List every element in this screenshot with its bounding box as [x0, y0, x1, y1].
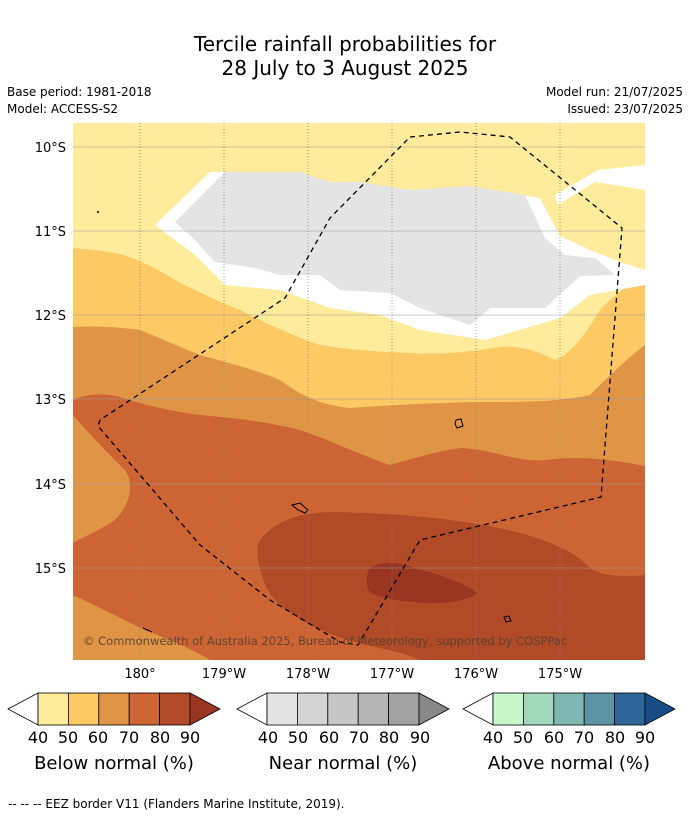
lon-label: 176°W: [454, 667, 498, 680]
lat-label: 10°S: [35, 141, 66, 156]
colorbar-segment: [583, 692, 616, 726]
colorbar-tick: 60: [318, 728, 340, 747]
colorbar-tick: 50: [57, 728, 79, 747]
island-outline: [142, 627, 153, 633]
below-normal-colorbar: [7, 692, 221, 726]
latitude-lines: [73, 146, 645, 569]
colorbar-tick: 90: [409, 728, 431, 747]
probability-fill-layer: [73, 123, 645, 660]
eez-border: [97, 131, 623, 646]
colorbar-tick: 90: [179, 728, 201, 747]
model-run-label: Model run: 21/07/2025: [545, 85, 683, 99]
colorbar-tick: 90: [634, 728, 656, 747]
colorbar-segment: [327, 692, 359, 726]
colorbar-segment: [523, 692, 555, 726]
below-90-region: [366, 562, 478, 604]
colorbar-tick: 80: [149, 728, 171, 747]
map-title-line2: 28 July to 3 August 2025: [221, 56, 469, 80]
colorbar-tick: 40: [27, 728, 49, 747]
colorbar-segment: [553, 692, 585, 726]
graticule: [139, 123, 561, 660]
copyright-text: © Commonwealth of Australia 2025, Bureau…: [83, 634, 567, 648]
colorbar-tick: 80: [378, 728, 400, 747]
colorbar-tick: 60: [87, 728, 109, 747]
model-label: Model: ACCESS-S2: [7, 102, 119, 116]
colorbar-segment: [388, 692, 420, 726]
colorbar-tick: 70: [348, 728, 370, 747]
lat-label: 12°S: [35, 309, 66, 324]
colorbar-tick: 70: [118, 728, 140, 747]
near-normal-40-region: [175, 172, 615, 325]
above-normal-colorbar: [462, 692, 676, 726]
colorbar-segment: [68, 692, 100, 726]
above-normal-title: Above normal (%): [487, 753, 651, 774]
colorbar-group: [7, 692, 676, 726]
issued-label: Issued: 23/07/2025: [567, 102, 683, 116]
near-normal-title: Near normal (%): [268, 753, 418, 774]
island-dot: [97, 211, 99, 213]
colorbar-under-arrow: [7, 692, 39, 726]
lon-label: 178°W: [286, 667, 330, 680]
colorbar-under-arrow: [462, 692, 494, 726]
colorbar-segment: [296, 692, 329, 726]
island-outline: [290, 502, 309, 514]
colorbar-segment: [98, 692, 130, 726]
island-outline: [454, 418, 464, 429]
colorbar-under-arrow: [236, 692, 268, 726]
island-outline: [503, 615, 512, 623]
lon-label: 177°W: [370, 667, 414, 680]
colorbar-segment: [492, 692, 524, 726]
colorbar-tick: 40: [257, 728, 279, 747]
eez-footnote: -- -- -- EEZ border V11 (Flanders Marine…: [8, 797, 345, 811]
lat-label: 13°S: [35, 393, 66, 408]
below-60-region-southwest: [73, 595, 210, 660]
no-dominant-category-band-east: [555, 165, 645, 205]
lon-label: 175°W: [538, 667, 582, 680]
lat-label: 15°S: [35, 562, 66, 577]
colorbar-segment: [357, 692, 390, 726]
colorbar-segment: [614, 692, 646, 726]
lat-label: 14°S: [35, 478, 66, 493]
colorbar-segment: [128, 692, 160, 726]
below-normal-ticks: 40 50 60 70 80 90 40 50 60 70 80 90 40 5…: [0, 728, 690, 748]
lon-label: 179°W: [202, 667, 246, 680]
below-normal-title: Below normal (%): [34, 753, 194, 774]
colorbar-tick: 60: [543, 728, 565, 747]
colorbar-segment: [266, 692, 298, 726]
colorbar-over-arrow: [189, 692, 221, 726]
map-title-line1: Tercile rainfall probabilities for: [193, 32, 497, 56]
colorbar-over-arrow: [418, 692, 450, 726]
colorbar-tick: 40: [482, 728, 504, 747]
colorbar-segment: [37, 692, 69, 726]
near-normal-colorbar: [236, 692, 450, 726]
colorbar-tick: 70: [573, 728, 595, 747]
lat-label: 11°S: [35, 225, 66, 240]
base-period-label: Base period: 1981-2018: [7, 85, 152, 99]
colorbar-tick: 50: [287, 728, 309, 747]
colorbar-tick: 80: [604, 728, 626, 747]
lon-label: 180°: [124, 667, 155, 680]
below-60-region-west: [73, 415, 131, 543]
colorbar-over-arrow: [644, 692, 676, 726]
colorbar-tick: 50: [512, 728, 534, 747]
colorbar-segment: [159, 692, 191, 726]
rainfall-probability-map: 10°S 11°S 12°S 13°S 14°S 15°S 180° 179°W…: [35, 123, 645, 680]
